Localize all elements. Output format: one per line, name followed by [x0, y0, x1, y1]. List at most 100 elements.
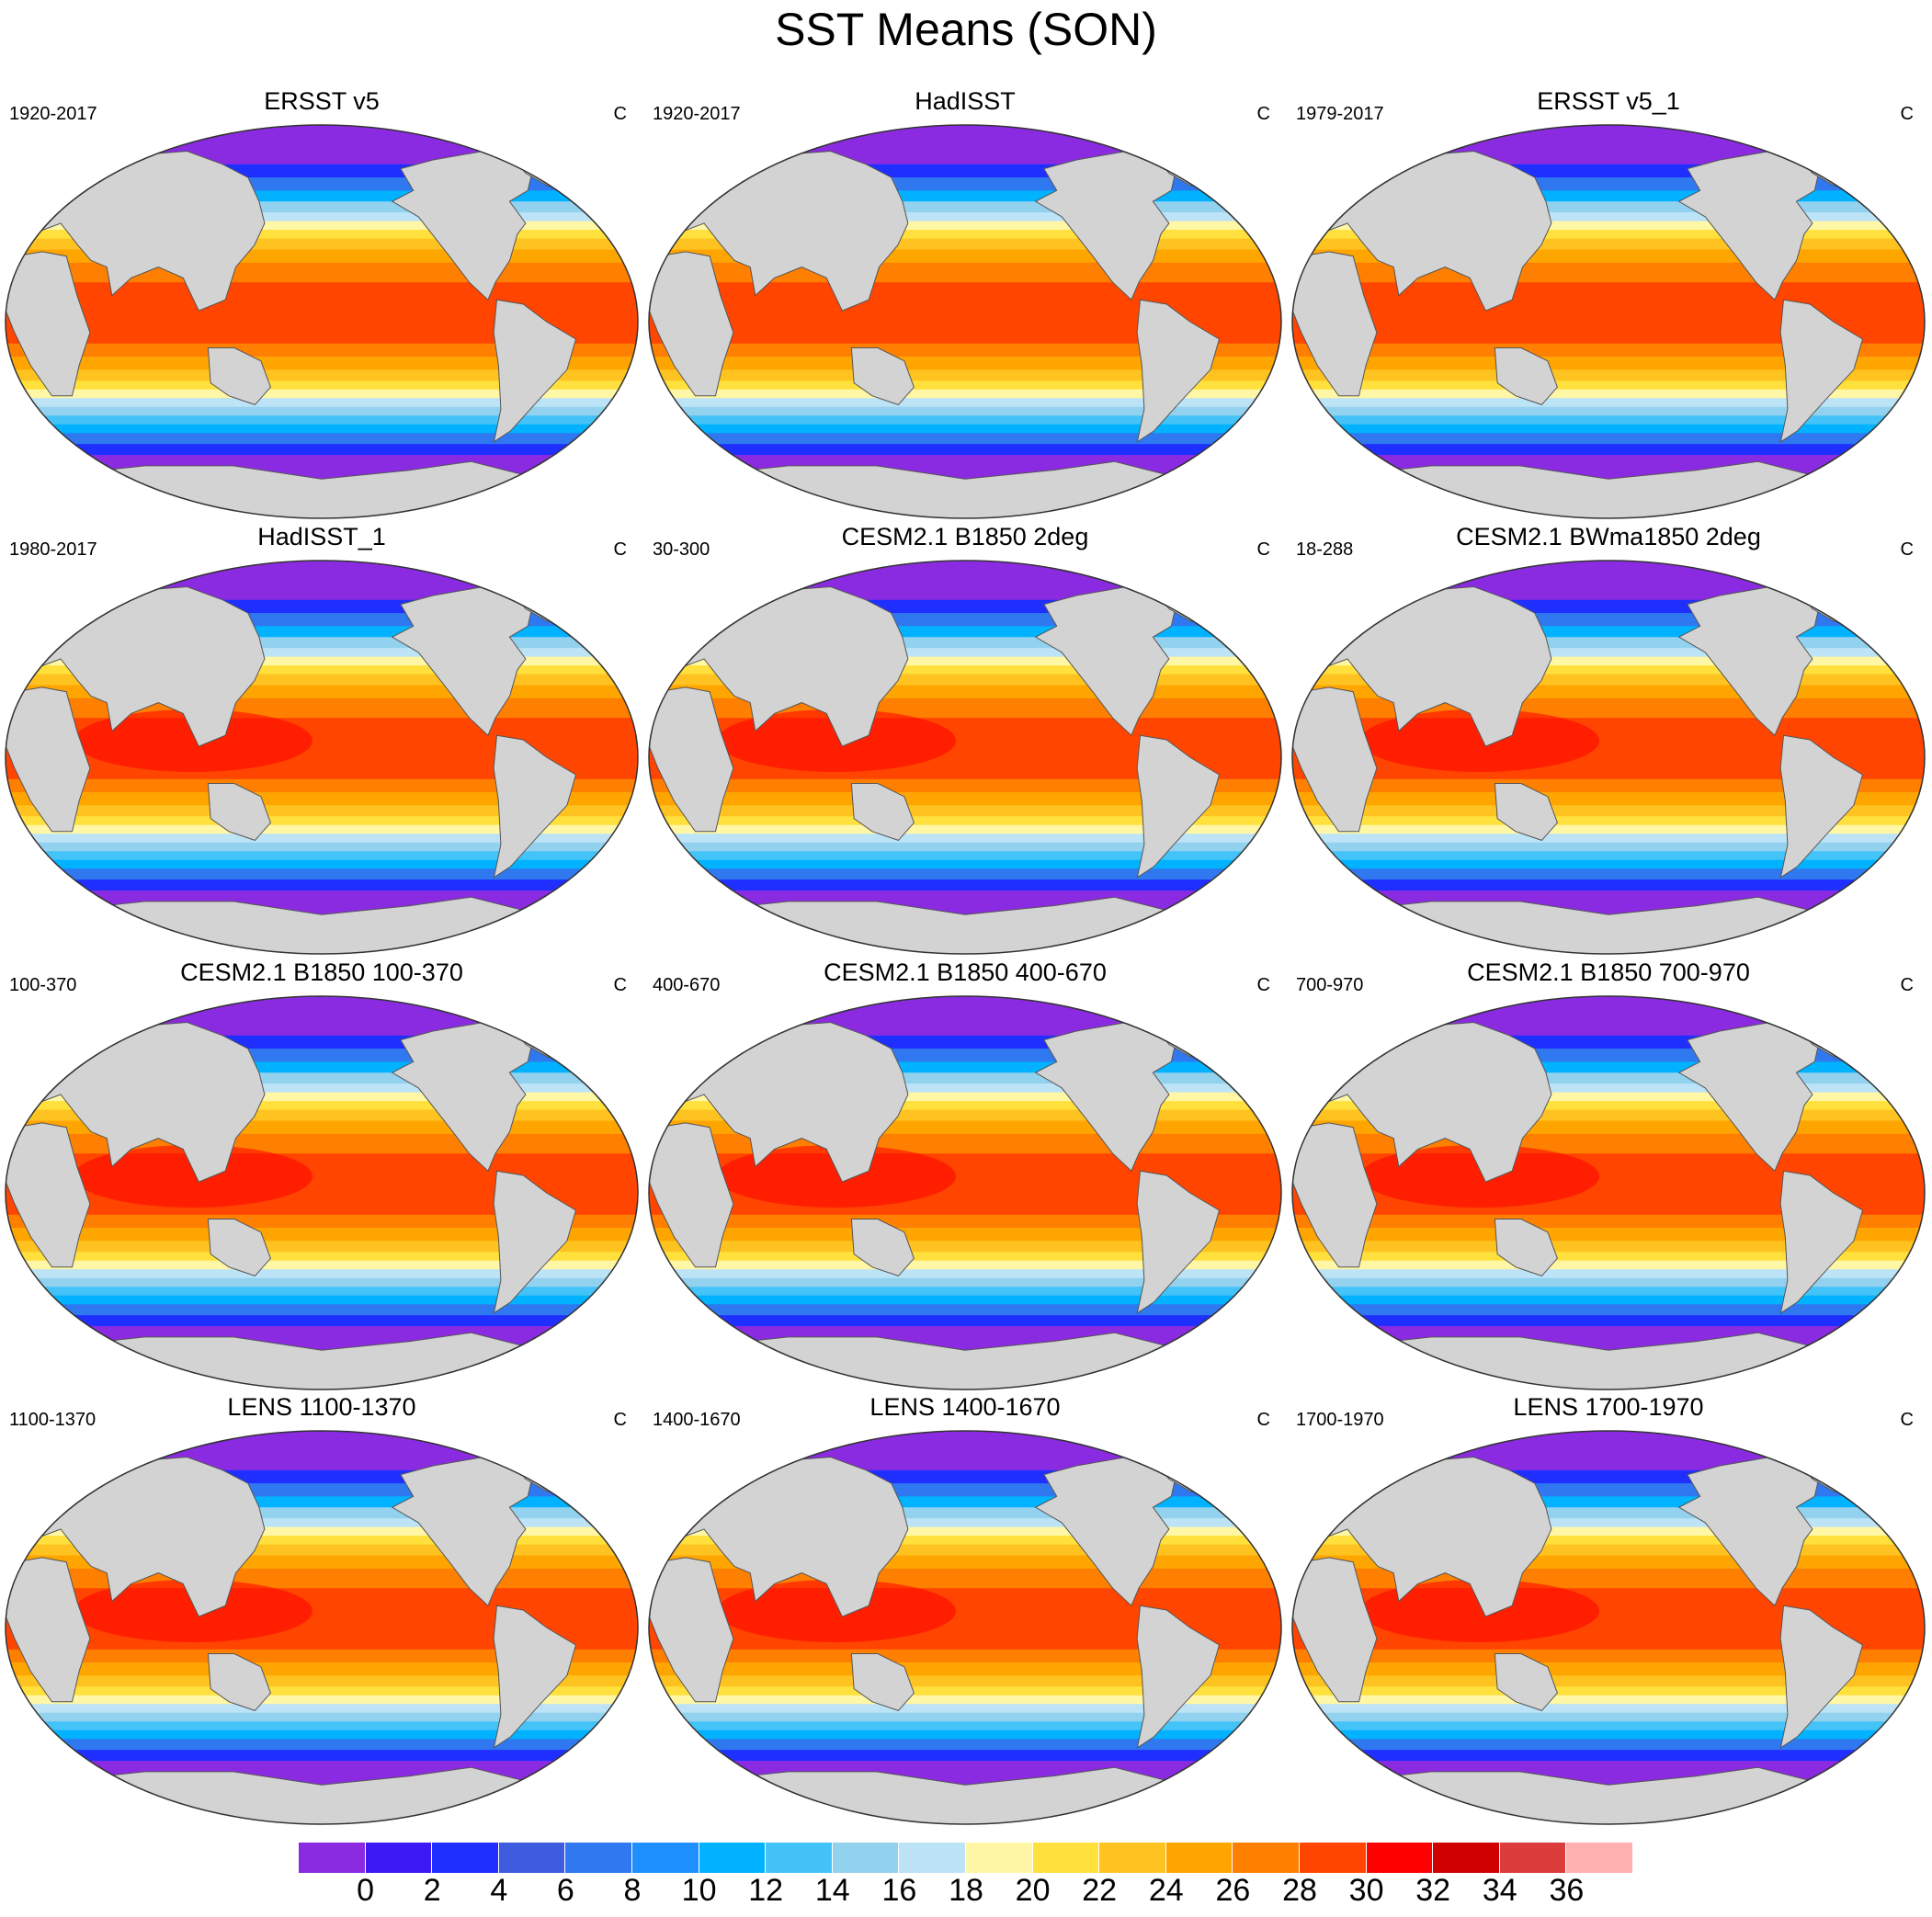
sst-band: [6, 1287, 638, 1297]
colorbar-label: 22: [1082, 1873, 1118, 1908]
sst-band: [649, 343, 1281, 357]
panel-period-label: 30-300: [653, 539, 710, 560]
sst-band: [649, 698, 1281, 719]
sst-band: [6, 1712, 638, 1722]
panel-title: LENS 1400-1670: [869, 1393, 1061, 1421]
map-panel: CESM2.1 B1850 400-670 400-670 C: [643, 956, 1287, 1390]
sst-band: [1292, 1686, 1925, 1696]
sst-band: [649, 1228, 1281, 1242]
colorbar-label: 30: [1348, 1873, 1384, 1908]
colorbar-label: 18: [949, 1873, 983, 1908]
land-australia: [850, 347, 915, 405]
colorbar-labels: 0 2 4 6 8 10 12 14 16 18 20 22 24 26 28 30 32 34 36: [299, 1874, 1633, 1907]
sst-band: [1292, 561, 1925, 601]
sst-band: [649, 834, 1281, 844]
colorbar-box: [1366, 1843, 1434, 1873]
sst-band: [1292, 1304, 1925, 1316]
sst-band: [649, 1675, 1281, 1687]
sst-band: [6, 1295, 638, 1305]
sst-map: [5, 124, 639, 519]
sst-band: [6, 1568, 638, 1589]
sst-band: [649, 1101, 1281, 1111]
sst-map: [648, 1430, 1282, 1825]
sst-band: [1292, 1721, 1925, 1731]
land-samerica: [1136, 734, 1221, 879]
map-border: [648, 995, 1282, 1390]
sst-band: [6, 1277, 638, 1287]
sst-band: [649, 996, 1281, 1037]
sst-band: [1292, 1269, 1925, 1279]
sst-band: [6, 648, 638, 658]
sst-band: [649, 805, 1281, 817]
sst-band: [649, 824, 1281, 834]
map-border: [648, 1430, 1282, 1825]
colorbar-label: 12: [748, 1873, 784, 1908]
colorbar-label: 24: [1148, 1873, 1184, 1908]
colorbar-box: [766, 1843, 833, 1873]
sst-band: [1292, 1101, 1925, 1111]
sst-band: [6, 1695, 638, 1705]
map-border: [648, 560, 1282, 955]
land-africa: [649, 686, 734, 833]
map-panel: CESM2.1 B1850 2deg 30-300 C: [643, 520, 1287, 955]
sst-band: [6, 656, 638, 666]
sst-band: [6, 1649, 638, 1663]
sst-map: [1291, 1430, 1926, 1825]
panel-period-label: 18-288: [1296, 539, 1354, 560]
colorbar-label: 10: [681, 1873, 717, 1908]
panel-period-label: 100-370: [9, 975, 77, 995]
panel-title: CESM2.1 B1850 700-970: [1467, 958, 1750, 986]
land-samerica: [493, 299, 577, 443]
land-africa: [6, 686, 91, 833]
panel-units-label: C: [1256, 1410, 1270, 1430]
panel-units-label: C: [1900, 539, 1914, 560]
colorbar-box: [1165, 1843, 1233, 1873]
land-samerica: [1136, 1605, 1221, 1749]
colorbar-box: [1566, 1843, 1633, 1873]
sst-band: [649, 1695, 1281, 1705]
sst-band: [1292, 1469, 1925, 1484]
panel-period-label: 1400-1670: [653, 1410, 741, 1430]
map-panel: LENS 1700-1970 1700-1970 C: [1287, 1390, 1930, 1825]
sst-band: [1292, 879, 1925, 891]
sst-band: [1292, 1277, 1925, 1287]
sst-band: [1292, 1662, 1925, 1676]
sst-band: [1292, 816, 1925, 826]
sst-band: [649, 125, 1281, 165]
sst-band: [6, 1035, 638, 1049]
land-australia: [1494, 1653, 1558, 1711]
sst-band: [649, 398, 1281, 408]
colorbar-label: 32: [1415, 1873, 1451, 1908]
sst-band: [649, 424, 1281, 434]
sst-band: [649, 164, 1281, 178]
panel-units-label: C: [1256, 539, 1270, 560]
sst-band: [1292, 424, 1925, 434]
sst-band: [1292, 343, 1925, 357]
sst-band: [1292, 792, 1925, 806]
sst-band: [649, 1287, 1281, 1297]
sst-band: [6, 343, 638, 357]
panel-period-label: 400-670: [653, 975, 721, 995]
sst-band: [649, 1252, 1281, 1262]
sst-band: [649, 212, 1281, 222]
colorbar-label: 8: [623, 1873, 642, 1908]
sst-band: [649, 1649, 1281, 1663]
sst-band: [649, 1277, 1281, 1287]
warm-pool: [717, 1580, 956, 1642]
sst-band: [6, 1469, 638, 1484]
sst-band: [1292, 212, 1925, 222]
sst-band: [649, 879, 1281, 891]
sst-band: [6, 1704, 638, 1714]
sst-band: [6, 1750, 638, 1762]
sst-band: [649, 1739, 1281, 1751]
panel-period-label: 1920-2017: [9, 104, 97, 124]
sst-band: [6, 415, 638, 425]
sst-band: [1292, 1092, 1925, 1102]
sst-band: [1292, 1228, 1925, 1242]
panel-units-label: C: [613, 1410, 627, 1430]
sst-band: [1292, 1695, 1925, 1705]
warm-pool: [1360, 1145, 1599, 1208]
sst-band: [6, 1526, 638, 1537]
land-eurasia: [1313, 1021, 1552, 1183]
sst-band: [1292, 262, 1925, 283]
